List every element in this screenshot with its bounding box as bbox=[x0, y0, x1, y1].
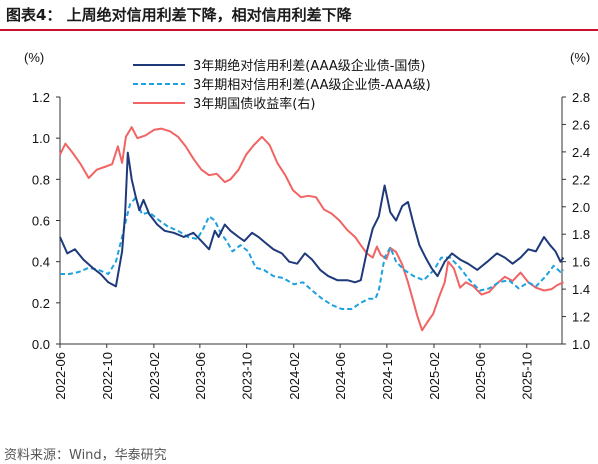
y-tick-left-label: 1.0 bbox=[32, 131, 50, 146]
x-tick-label: 2022-10 bbox=[100, 352, 115, 400]
y-tick-right-label: 1.2 bbox=[572, 310, 590, 325]
x-tick-label: 2022-06 bbox=[53, 352, 68, 400]
figure-title: 图表4： 上周绝对信用利差下降，相对信用利差下降 bbox=[6, 6, 352, 24]
y-tick-left-label: 0.8 bbox=[32, 172, 50, 187]
y-axis-right-unit: (%) bbox=[570, 50, 590, 65]
x-tick-label: 2025-02 bbox=[427, 352, 442, 400]
y-axis-left-unit: (%) bbox=[24, 50, 44, 65]
y-tick-left-label: 0.4 bbox=[32, 255, 50, 270]
y-tick-right-label: 1.8 bbox=[572, 227, 590, 242]
legend-label-3: 3年期国债收益率(右) bbox=[193, 96, 315, 112]
y-tick-right-label: 1.4 bbox=[572, 282, 590, 297]
y-tick-right-label: 1.0 bbox=[572, 337, 590, 352]
legend-label-2: 3年期相对信用利差(AA级企业债-AAA级) bbox=[193, 77, 431, 93]
x-tick-label: 2025-06 bbox=[473, 352, 488, 400]
title-divider bbox=[0, 29, 598, 31]
legend-label-1: 3年期绝对信用利差(AAA级企业债-国债) bbox=[193, 58, 426, 74]
x-tick-label: 2025-10 bbox=[520, 352, 535, 400]
y-tick-right-label: 2.2 bbox=[572, 172, 590, 187]
x-tick-label: 2023-02 bbox=[147, 352, 162, 400]
y-tick-left-label: 0.0 bbox=[32, 337, 50, 352]
y-tick-right-label: 2.6 bbox=[572, 117, 590, 132]
y-tick-left-label: 0.2 bbox=[32, 296, 50, 311]
x-tick-label: 2023-10 bbox=[240, 352, 255, 400]
x-tick-label: 2024-06 bbox=[333, 352, 348, 400]
x-tick-label: 2024-10 bbox=[380, 352, 395, 400]
y-tick-right-label: 2.0 bbox=[572, 200, 590, 215]
y-tick-left-label: 1.2 bbox=[32, 90, 50, 105]
series-line-3 bbox=[59, 126, 564, 332]
y-tick-right-label: 1.6 bbox=[572, 255, 590, 270]
y-tick-right-label: 2.8 bbox=[572, 90, 590, 105]
y-tick-left-label: 0.6 bbox=[32, 214, 50, 229]
x-tick-label: 2024-02 bbox=[287, 352, 302, 400]
x-tick-label: 2023-06 bbox=[193, 352, 208, 400]
y-tick-right-label: 2.4 bbox=[572, 145, 590, 160]
series-line-1 bbox=[59, 151, 565, 288]
source-note: 资料来源：Wind，华泰研究 bbox=[4, 448, 167, 463]
